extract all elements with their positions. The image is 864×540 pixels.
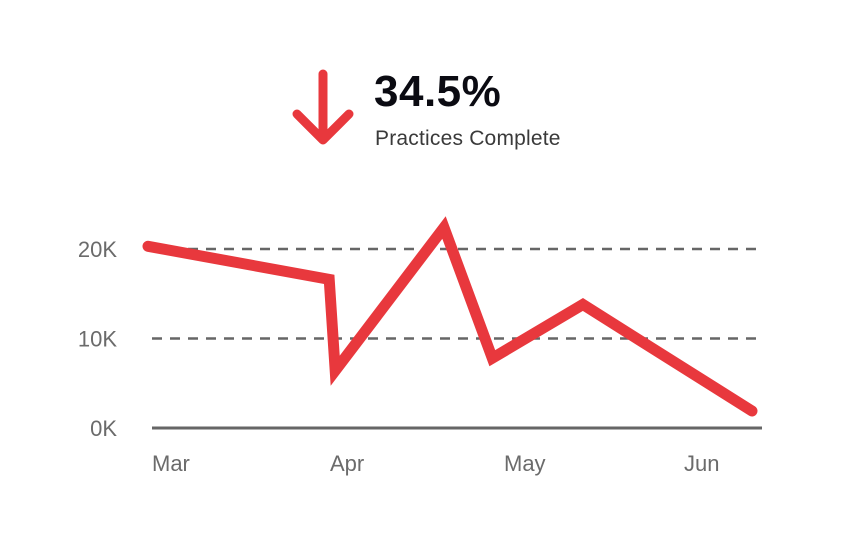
y-axis-ticks: 0K 10K 20K <box>78 237 117 441</box>
y-tick-label: 0K <box>90 416 117 441</box>
x-axis-ticks: Mar Apr May Jun <box>152 451 719 476</box>
arrow-down-icon <box>292 69 354 145</box>
x-tick-label: Mar <box>152 451 190 476</box>
kpi-label: Practices Complete <box>375 127 561 150</box>
kpi-value: 34.5% <box>374 67 502 116</box>
gridlines <box>152 247 762 430</box>
series-line <box>142 216 758 417</box>
x-tick-label: May <box>504 451 546 476</box>
x-tick-label: Jun <box>684 451 719 476</box>
y-tick-label: 20K <box>78 237 117 262</box>
y-tick-label: 10K <box>78 327 117 352</box>
x-tick-label: Apr <box>330 451 364 476</box>
series-layer <box>142 216 758 417</box>
kpi-panel: 34.5% Practices Complete <box>0 0 864 170</box>
